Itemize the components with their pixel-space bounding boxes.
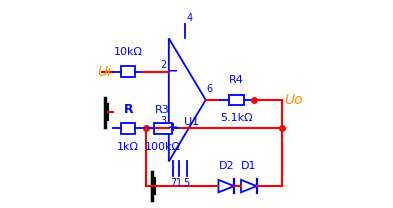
Text: 4: 4 — [186, 13, 193, 23]
Text: U1: U1 — [184, 117, 199, 127]
Text: Uo: Uo — [284, 93, 302, 107]
Text: −: − — [168, 64, 178, 77]
Text: 5: 5 — [184, 178, 190, 188]
Text: 1: 1 — [176, 178, 182, 188]
Bar — [121, 66, 136, 77]
Text: 7: 7 — [170, 178, 176, 188]
Text: R4: R4 — [229, 75, 244, 85]
Bar — [229, 95, 244, 105]
Text: +: + — [168, 121, 179, 134]
Text: 5.1kΩ: 5.1kΩ — [220, 113, 253, 123]
Text: D2: D2 — [219, 161, 234, 171]
Bar — [154, 123, 171, 134]
Text: Ui: Ui — [97, 64, 111, 79]
Bar — [121, 123, 136, 134]
Text: 1kΩ: 1kΩ — [117, 142, 139, 152]
Text: D1: D1 — [241, 161, 257, 171]
Text: 6: 6 — [207, 84, 213, 94]
Text: 100kΩ: 100kΩ — [145, 142, 181, 152]
Text: 2: 2 — [160, 59, 167, 69]
Text: R3: R3 — [155, 105, 170, 115]
Text: 3: 3 — [161, 116, 167, 126]
Text: 10kΩ: 10kΩ — [114, 47, 143, 57]
Text: R: R — [123, 103, 133, 116]
